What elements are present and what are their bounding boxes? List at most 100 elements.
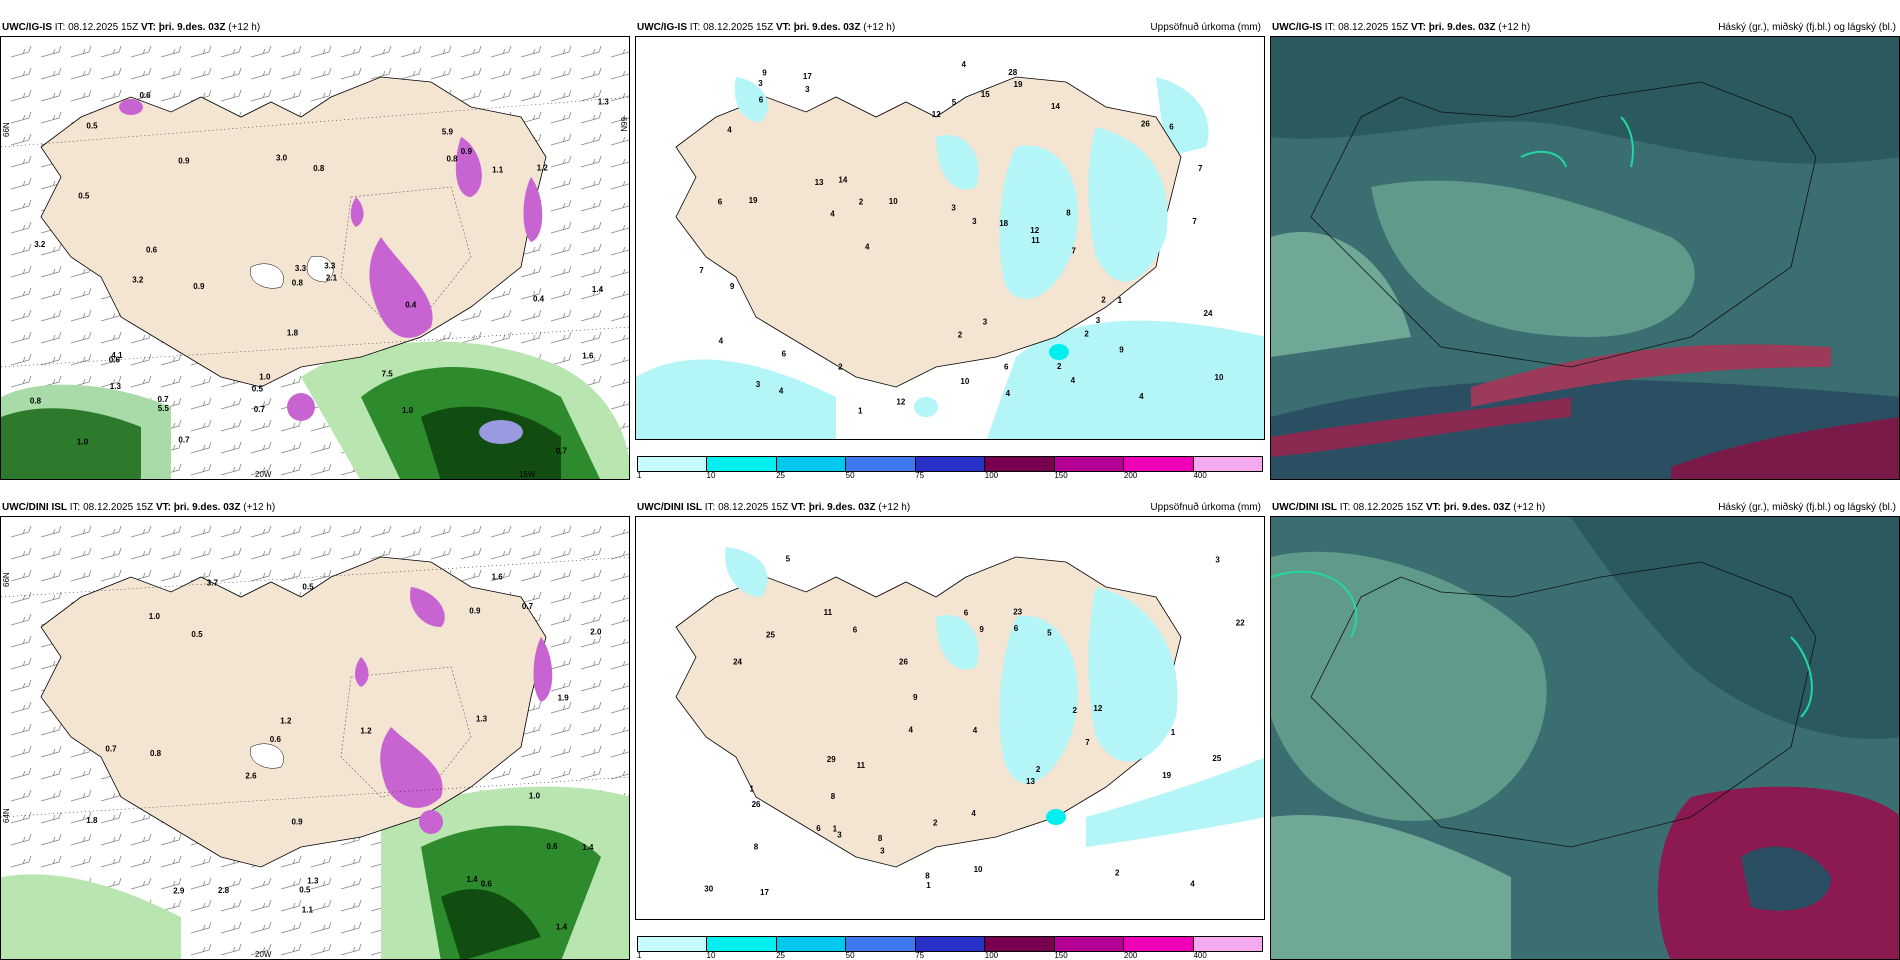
wind-barb: [610, 48, 629, 58]
precip-value-label: 2: [859, 198, 864, 207]
wind-barb: [610, 704, 629, 714]
wind-barb: [250, 67, 272, 80]
wind-barb: [160, 855, 182, 868]
wind-barb: [40, 67, 62, 80]
precip-value-label: 14: [838, 175, 847, 184]
wind-barb: [550, 701, 572, 714]
precip-value-label: 0.5: [86, 122, 98, 131]
wind-barb: [280, 921, 302, 934]
wind-barb: [610, 748, 629, 758]
lat-64n: 64N: [2, 808, 11, 823]
precip-value-label: 23: [1013, 608, 1022, 617]
wind-barb: [550, 635, 572, 648]
wind-barb: [220, 547, 242, 560]
panel-title: UWC/IG-IS IT: 08.12.2025 15Z VT: þri. 9.…: [2, 22, 261, 33]
wind-barb: [280, 547, 302, 560]
wind-barb: [580, 547, 602, 560]
colorbar-swatch: [638, 457, 708, 471]
wind-barb: [400, 45, 422, 58]
wind-barb: [550, 133, 572, 146]
cloud-cover-map: [1270, 516, 1900, 960]
precip-value-label: 1: [750, 785, 755, 794]
wind-barb: [130, 67, 152, 80]
wind-barb: [40, 789, 62, 802]
wind-barb: [520, 67, 542, 80]
precip-value-label: 0.8: [292, 278, 304, 287]
wind-precip-map: 20W 66N 64N 1.1 0.5 0.9 0.6 1.3 0.5 0.7 0.6 1.0 0…: [0, 516, 630, 960]
cloud-cover-map: [1270, 36, 1900, 480]
wind-barb: [430, 525, 452, 538]
precip-value-label: 4: [971, 809, 976, 818]
wind-barb: [310, 899, 332, 912]
wind-barb: [190, 921, 212, 934]
wind-barb: [520, 243, 542, 256]
precip-value-label: 0.5: [252, 384, 264, 393]
wind-barb: [580, 701, 602, 714]
wind-barb: [190, 855, 212, 868]
precip-value-label: 1.8: [86, 816, 98, 825]
colorbar-swatch: [846, 937, 916, 951]
precip-value-label: 9: [730, 282, 735, 291]
wind-barb: [310, 855, 332, 868]
colorbar-tick: 150: [1054, 951, 1068, 960]
wind-barb: [610, 202, 629, 212]
wind-barb: [280, 899, 302, 912]
precip-value-label: 0.7: [556, 446, 568, 455]
lon-20w: 20W: [255, 950, 272, 959]
precip-value-label: 19: [749, 196, 758, 205]
wind-barb: [130, 547, 152, 560]
wind-barb: [340, 547, 362, 560]
wind-barb: [580, 177, 602, 190]
precip-value-label: 1.0: [529, 792, 541, 801]
precip-value-label: 24: [1204, 309, 1213, 318]
precip-value-label: 6: [1169, 123, 1174, 132]
wind-barb: [520, 591, 542, 604]
precip-value-label: 0.6: [481, 880, 493, 889]
wind-barb: [10, 45, 32, 58]
panel-uwc-dini-cloud: UWC/DINI ISL IT: 08.12.2025 15Z VT: þri.…: [1270, 494, 1900, 960]
precip-value-label: 2: [1115, 869, 1120, 878]
colorbar-tick: 400: [1193, 951, 1207, 960]
wind-barb: [10, 569, 32, 582]
wind-barb: [280, 877, 302, 890]
precip-value-label: 1.8: [287, 329, 299, 338]
precip-value-label: 0.9: [178, 156, 190, 165]
wind-barb: [190, 45, 212, 58]
wind-barb: [250, 547, 272, 560]
wind-barb: [10, 745, 32, 758]
precip-value-label: 4: [1139, 392, 1144, 401]
wind-barb: [250, 441, 272, 454]
wind-barb: [10, 199, 32, 212]
wind-barb: [40, 745, 62, 758]
wind-barb: [550, 309, 572, 322]
wind-barb: [100, 833, 122, 846]
wind-barb: [130, 45, 152, 58]
wind-barb: [580, 221, 602, 234]
precip-colorbar: [637, 936, 1263, 952]
precip-value-label: 0.9: [292, 817, 304, 826]
wind-barb: [70, 309, 92, 322]
wind-barb: [310, 463, 332, 476]
precip-value-label: 6: [759, 96, 764, 105]
precip-value-label: 6: [816, 824, 821, 833]
wind-barb: [370, 525, 392, 538]
wind-barb: [70, 833, 92, 846]
colorbar-tick: 200: [1123, 471, 1138, 480]
wind-barb: [220, 397, 242, 410]
colorbar-ticks: 1 10 25 50 75 100 150 200 400: [637, 951, 1263, 960]
wind-barb: [40, 243, 62, 256]
wind-barb: [610, 400, 629, 410]
precip-value-label: 14: [1051, 102, 1060, 111]
lat-66n-right: 66N: [619, 117, 628, 132]
precip-value-label: 1.4: [467, 875, 479, 884]
wind-barb: [520, 547, 542, 560]
colorbar-tick: 100: [984, 471, 999, 480]
panel-title: UWC/IG-IS IT: 08.12.2025 15Z VT: þri. 9.…: [637, 22, 896, 33]
wind-barb: [610, 158, 629, 168]
colorbar-swatch: [985, 937, 1055, 951]
panel-title: UWC/DINI ISL IT: 08.12.2025 15Z VT: þri.…: [1272, 502, 1546, 513]
precip-values: 1.10.50.90.61.30.50.70.61.00.51.30.91.61…: [86, 572, 602, 931]
wind-barb: [280, 569, 302, 582]
wind-barb: [40, 309, 62, 322]
precip-value-label: 0.7: [178, 435, 190, 444]
